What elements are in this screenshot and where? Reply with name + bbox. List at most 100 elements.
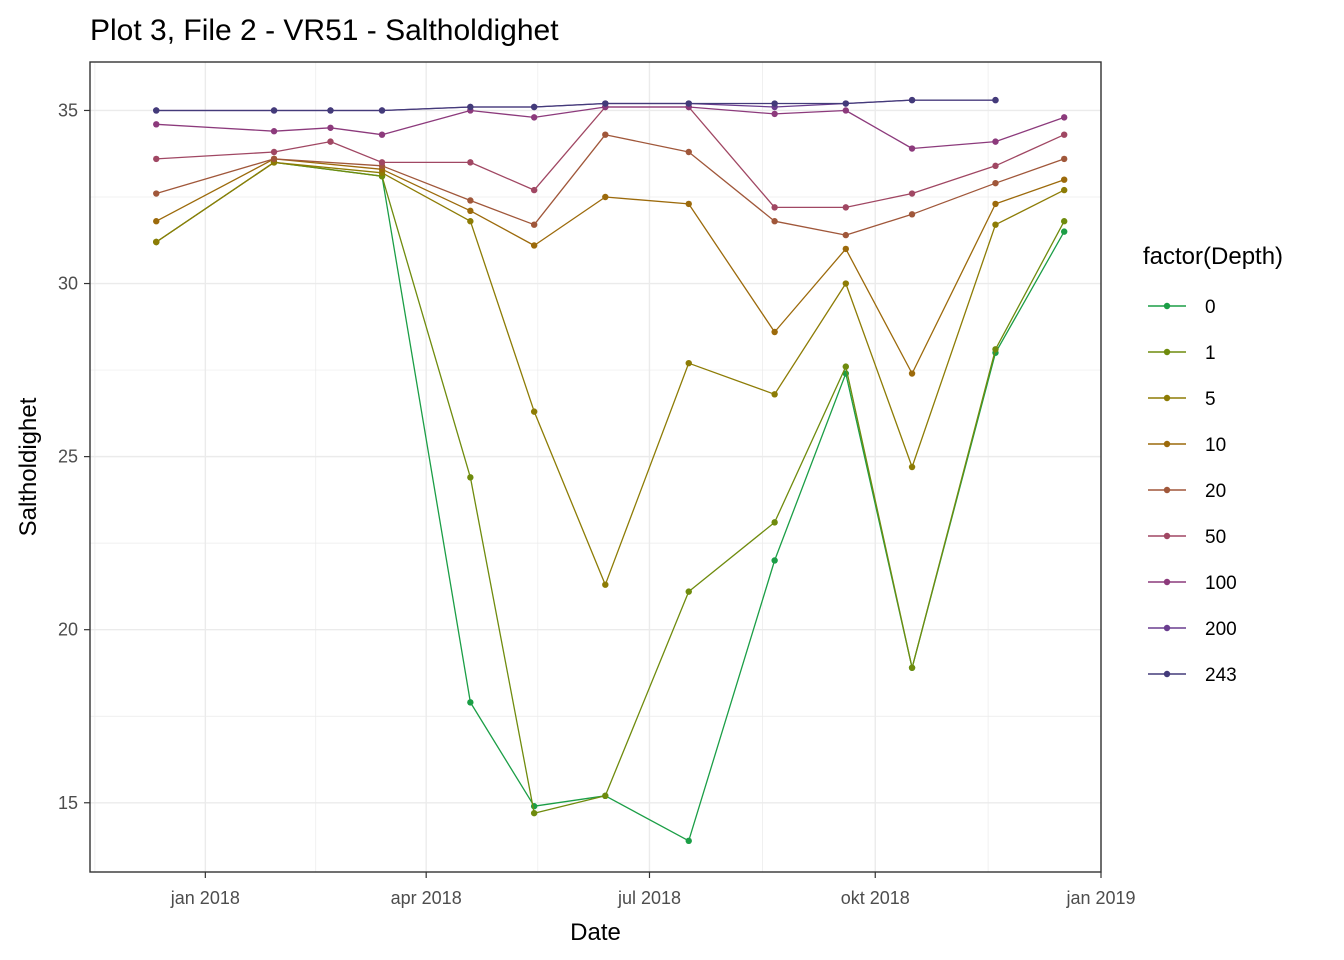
series-10 — [153, 155, 1068, 377]
series-layer — [153, 96, 1068, 845]
data-point — [842, 245, 849, 253]
x-tick-label: jul 2018 — [617, 888, 681, 908]
data-point — [530, 242, 538, 249]
data-point — [771, 204, 778, 211]
data-point — [1060, 228, 1068, 235]
legend-item-5: 5 — [1148, 389, 1216, 410]
data-point — [327, 107, 334, 114]
x-tick-label: okt 2018 — [841, 888, 910, 908]
data-point — [327, 138, 334, 145]
legend-item-1: 1 — [1148, 343, 1216, 364]
legend-key-point — [1163, 578, 1171, 586]
data-point — [992, 96, 999, 104]
legend-key-point — [1163, 486, 1171, 494]
y-axis-title: Saltholdighet — [15, 397, 42, 536]
data-point — [992, 221, 999, 228]
data-point — [771, 391, 778, 398]
legend-key-point — [1163, 624, 1171, 632]
data-point — [908, 370, 916, 377]
legend-key-point — [1163, 348, 1171, 356]
data-point — [842, 231, 849, 239]
series-line — [155, 158, 1065, 375]
data-point — [771, 218, 778, 225]
data-point — [992, 346, 999, 353]
data-point — [842, 280, 849, 287]
data-point — [530, 114, 538, 121]
data-point — [467, 218, 474, 225]
legend-label: 100 — [1205, 573, 1237, 594]
data-point — [530, 408, 538, 415]
legend-label: 0 — [1205, 297, 1216, 318]
data-point — [842, 100, 849, 107]
data-point — [842, 363, 849, 370]
data-point — [467, 159, 474, 166]
data-point — [530, 186, 538, 194]
data-point — [467, 699, 474, 706]
legend-item-243: 243 — [1148, 665, 1237, 686]
data-point — [842, 107, 849, 114]
legend-title: factor(Depth) — [1143, 243, 1283, 270]
data-point — [530, 103, 538, 111]
data-point — [771, 557, 778, 564]
data-point — [270, 128, 278, 135]
legend: factor(Depth) 0 1 5 10 20 50 100 200 243 — [1143, 243, 1283, 686]
legend-label: 200 — [1205, 619, 1237, 640]
data-point — [1060, 186, 1068, 194]
x-tick-label: apr 2018 — [391, 888, 462, 908]
data-point — [992, 162, 999, 170]
data-point — [153, 238, 160, 246]
x-tick-label: jan 2018 — [170, 888, 240, 908]
data-point — [685, 359, 692, 367]
legend-label: 50 — [1205, 527, 1226, 548]
series-243 — [153, 96, 999, 114]
data-point — [908, 211, 916, 218]
data-point — [602, 581, 609, 588]
data-point — [685, 200, 692, 208]
data-point — [602, 131, 609, 138]
data-point — [153, 190, 160, 197]
data-point — [992, 179, 999, 187]
series-line — [156, 99, 996, 112]
data-point — [771, 100, 778, 107]
legend-key-point — [1163, 394, 1171, 402]
legend-item-200: 200 — [1148, 619, 1237, 640]
series-line — [155, 161, 1065, 586]
data-point — [467, 103, 474, 111]
data-point — [1060, 131, 1068, 138]
data-point — [992, 138, 999, 145]
data-point — [908, 190, 916, 197]
data-point — [908, 96, 916, 104]
legend-label: 20 — [1205, 481, 1226, 502]
data-point — [467, 207, 474, 215]
data-point — [270, 107, 278, 114]
data-point — [153, 218, 160, 225]
legend-item-20: 20 — [1148, 481, 1226, 502]
data-point — [467, 474, 474, 481]
data-point — [685, 100, 692, 107]
data-point — [378, 159, 386, 166]
data-point — [685, 837, 692, 845]
series-20 — [153, 131, 1068, 239]
legend-item-0: 0 — [1148, 297, 1216, 318]
data-point — [1060, 155, 1068, 163]
data-point — [378, 107, 386, 114]
data-point — [153, 121, 160, 128]
data-point — [771, 328, 778, 336]
data-point — [685, 148, 692, 156]
legend-key-point — [1163, 670, 1171, 678]
data-point — [153, 155, 160, 163]
legend-label: 5 — [1205, 389, 1216, 410]
x-tick-label: jan 2019 — [1065, 888, 1135, 908]
series-5 — [153, 159, 1068, 588]
y-tick-label: 30 — [58, 274, 78, 294]
series-line — [155, 161, 1065, 814]
legend-key-point — [1163, 440, 1171, 448]
legend-item-10: 10 — [1148, 435, 1226, 456]
data-point — [842, 204, 849, 211]
x-axis-title: Date — [570, 919, 621, 946]
y-tick-label: 25 — [58, 447, 78, 467]
data-point — [685, 588, 692, 595]
data-point — [327, 124, 334, 131]
data-point — [908, 145, 916, 152]
